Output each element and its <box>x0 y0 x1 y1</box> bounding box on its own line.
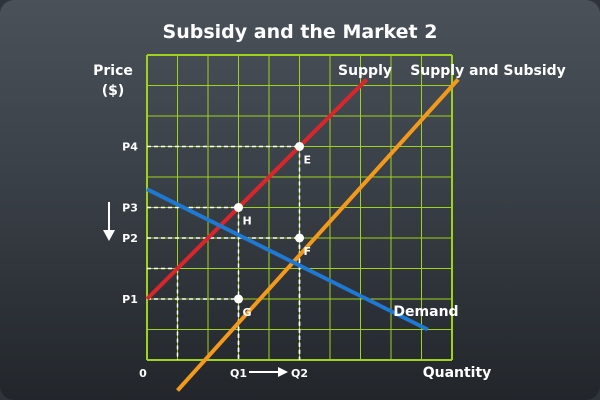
y-tick-p4: P4 <box>122 141 138 154</box>
y-tick-p2: P2 <box>122 232 138 245</box>
demand-line <box>146 187 429 332</box>
point-f <box>295 233 304 243</box>
legend-supply: Supply <box>338 63 392 79</box>
point-label-h: H <box>243 215 252 228</box>
supply-subsidy-line <box>176 78 460 392</box>
chart-title: Subsidy and the Market 2 <box>163 21 438 43</box>
point-label-f: F <box>304 245 312 258</box>
y-tick-p3: P3 <box>122 202 138 215</box>
arrow-head <box>278 367 288 377</box>
point-label-e: E <box>304 154 312 167</box>
axis-ticks: P1 P2 P3 P4 Q1 Q2 <box>122 141 308 381</box>
price-down-arrow <box>103 202 115 241</box>
x-tick-q2: Q2 <box>291 367 308 380</box>
y-axis-label-line2: ($) <box>102 83 125 99</box>
point-e <box>295 142 304 151</box>
point-h <box>234 203 243 212</box>
y-axis-label-line1: Price <box>93 63 133 79</box>
y-tick-p1: P1 <box>122 293 138 306</box>
x-tick-q1: Q1 <box>230 367 247 380</box>
supply-line <box>145 77 369 301</box>
x-axis-label: Quantity <box>423 365 492 381</box>
point-label-g: G <box>243 306 252 319</box>
legend-demand: Demand <box>393 304 458 320</box>
origin-label: 0 <box>139 367 147 380</box>
series-lines <box>145 77 460 392</box>
arrow-head <box>103 230 115 241</box>
equilibrium-points: E H F G <box>234 142 311 319</box>
point-g <box>234 294 243 304</box>
quantity-right-arrow <box>249 367 288 377</box>
legend-supply-subsidy: Supply and Subsidy <box>410 63 566 79</box>
